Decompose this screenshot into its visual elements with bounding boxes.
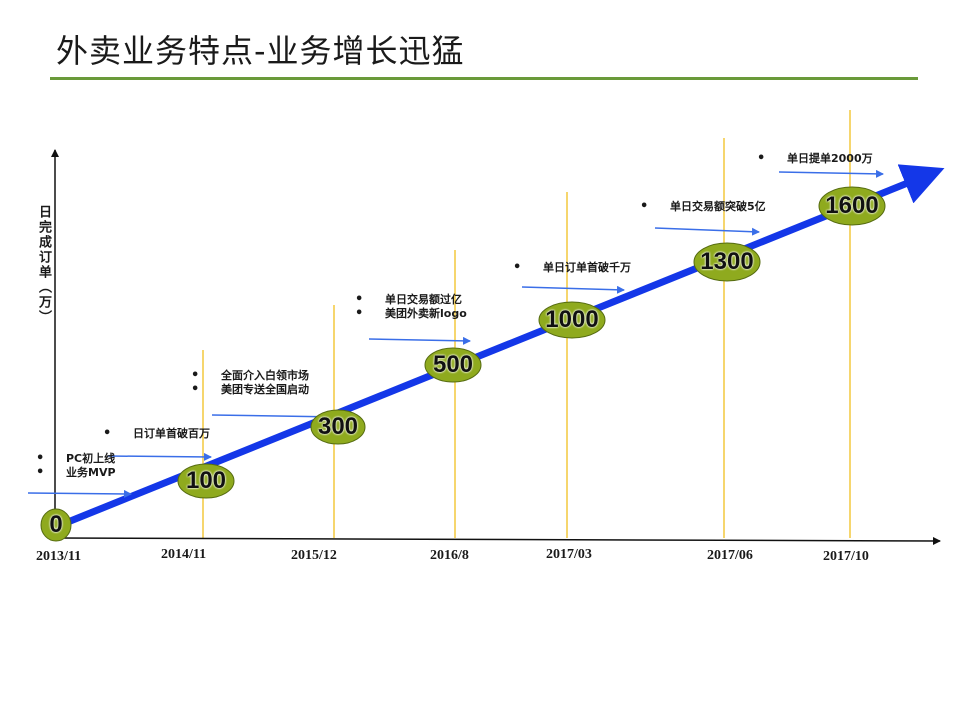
milestone-badge-1300 (693, 242, 761, 282)
date-label: 2017/06 (707, 548, 753, 563)
note-group-2: • 日订单首破百万 (103, 427, 210, 441)
bullet-icon: • (640, 199, 649, 214)
note-group-3: • 全面介入白领市场 • 美团专送全国启动 (191, 369, 309, 397)
bullet-icon: • (757, 151, 766, 166)
note-text: 日订单首破百万 (133, 427, 210, 440)
bullet-icon: • (355, 306, 364, 321)
bullet-icon: • (191, 382, 200, 397)
note-text: 业务MVP (66, 466, 116, 479)
milestone-value: 0 (49, 511, 63, 538)
bullet-icon: • (103, 426, 112, 441)
y-axis-label: 日完成订单（万） (36, 205, 51, 325)
note-arrow-2 (107, 452, 212, 461)
bullet-icon: • (355, 292, 364, 307)
milestone-value: 1000 (545, 306, 599, 333)
note-text: 单日交易额突破5亿 (670, 200, 766, 213)
note-group-5: • 单日订单首破千万 (513, 261, 631, 275)
note-arrow-7 (778, 169, 884, 178)
milestone-badge-100 (177, 463, 235, 499)
note-text: 美团外卖新logo (385, 307, 467, 320)
milestone-badge-500 (424, 347, 482, 383)
note-text: 单日交易额过亿 (385, 293, 462, 306)
milestone-value: 100 (185, 467, 227, 494)
milestone-value: 1600 (825, 192, 879, 219)
note-text: 美团专送全国启动 (221, 383, 309, 396)
milestone-value: 1300 (700, 248, 754, 275)
note-text: PC初上线 (66, 452, 116, 465)
page-title: 外卖业务特点-业务增长迅猛 (56, 32, 465, 70)
note-group-4: • 单日交易额过亿 • 美团外卖新logo (355, 293, 467, 321)
milestone-badge-1000 (538, 301, 606, 339)
milestone-badge-300 (310, 409, 366, 445)
note-arrow-1 (27, 489, 132, 498)
date-label: 2017/03 (546, 547, 592, 562)
note-text: 单日提单2000万 (787, 152, 873, 165)
milestone-badge-0 (40, 508, 72, 542)
date-label: 2013/11 (36, 549, 82, 564)
note-group-1: • PC初上线 • 业务MVP (36, 452, 116, 480)
note-text: 全面介入白领市场 (221, 369, 309, 382)
date-label: 2017/10 (823, 549, 869, 564)
note-arrow-6 (654, 227, 760, 236)
milestone-badge-1600 (818, 186, 886, 226)
bullet-icon: • (191, 368, 200, 383)
note-text: 单日订单首破千万 (543, 261, 631, 274)
note-arrow-5 (521, 285, 625, 294)
bullet-icon: • (36, 465, 45, 480)
x-axis (54, 536, 941, 545)
milestone-value: 500 (432, 351, 474, 378)
bullet-icon: • (36, 451, 45, 466)
bullet-icon: • (513, 260, 522, 275)
milestone-value: 300 (317, 413, 359, 440)
note-group-7: • 单日提单2000万 (757, 152, 873, 166)
date-label: 2014/11 (161, 547, 207, 562)
title-divider (50, 77, 918, 80)
note-arrow-4 (368, 336, 471, 345)
date-label: 2016/8 (430, 548, 469, 563)
date-label: 2015/12 (291, 548, 337, 563)
note-group-6: • 单日交易额突破5亿 (640, 200, 766, 214)
